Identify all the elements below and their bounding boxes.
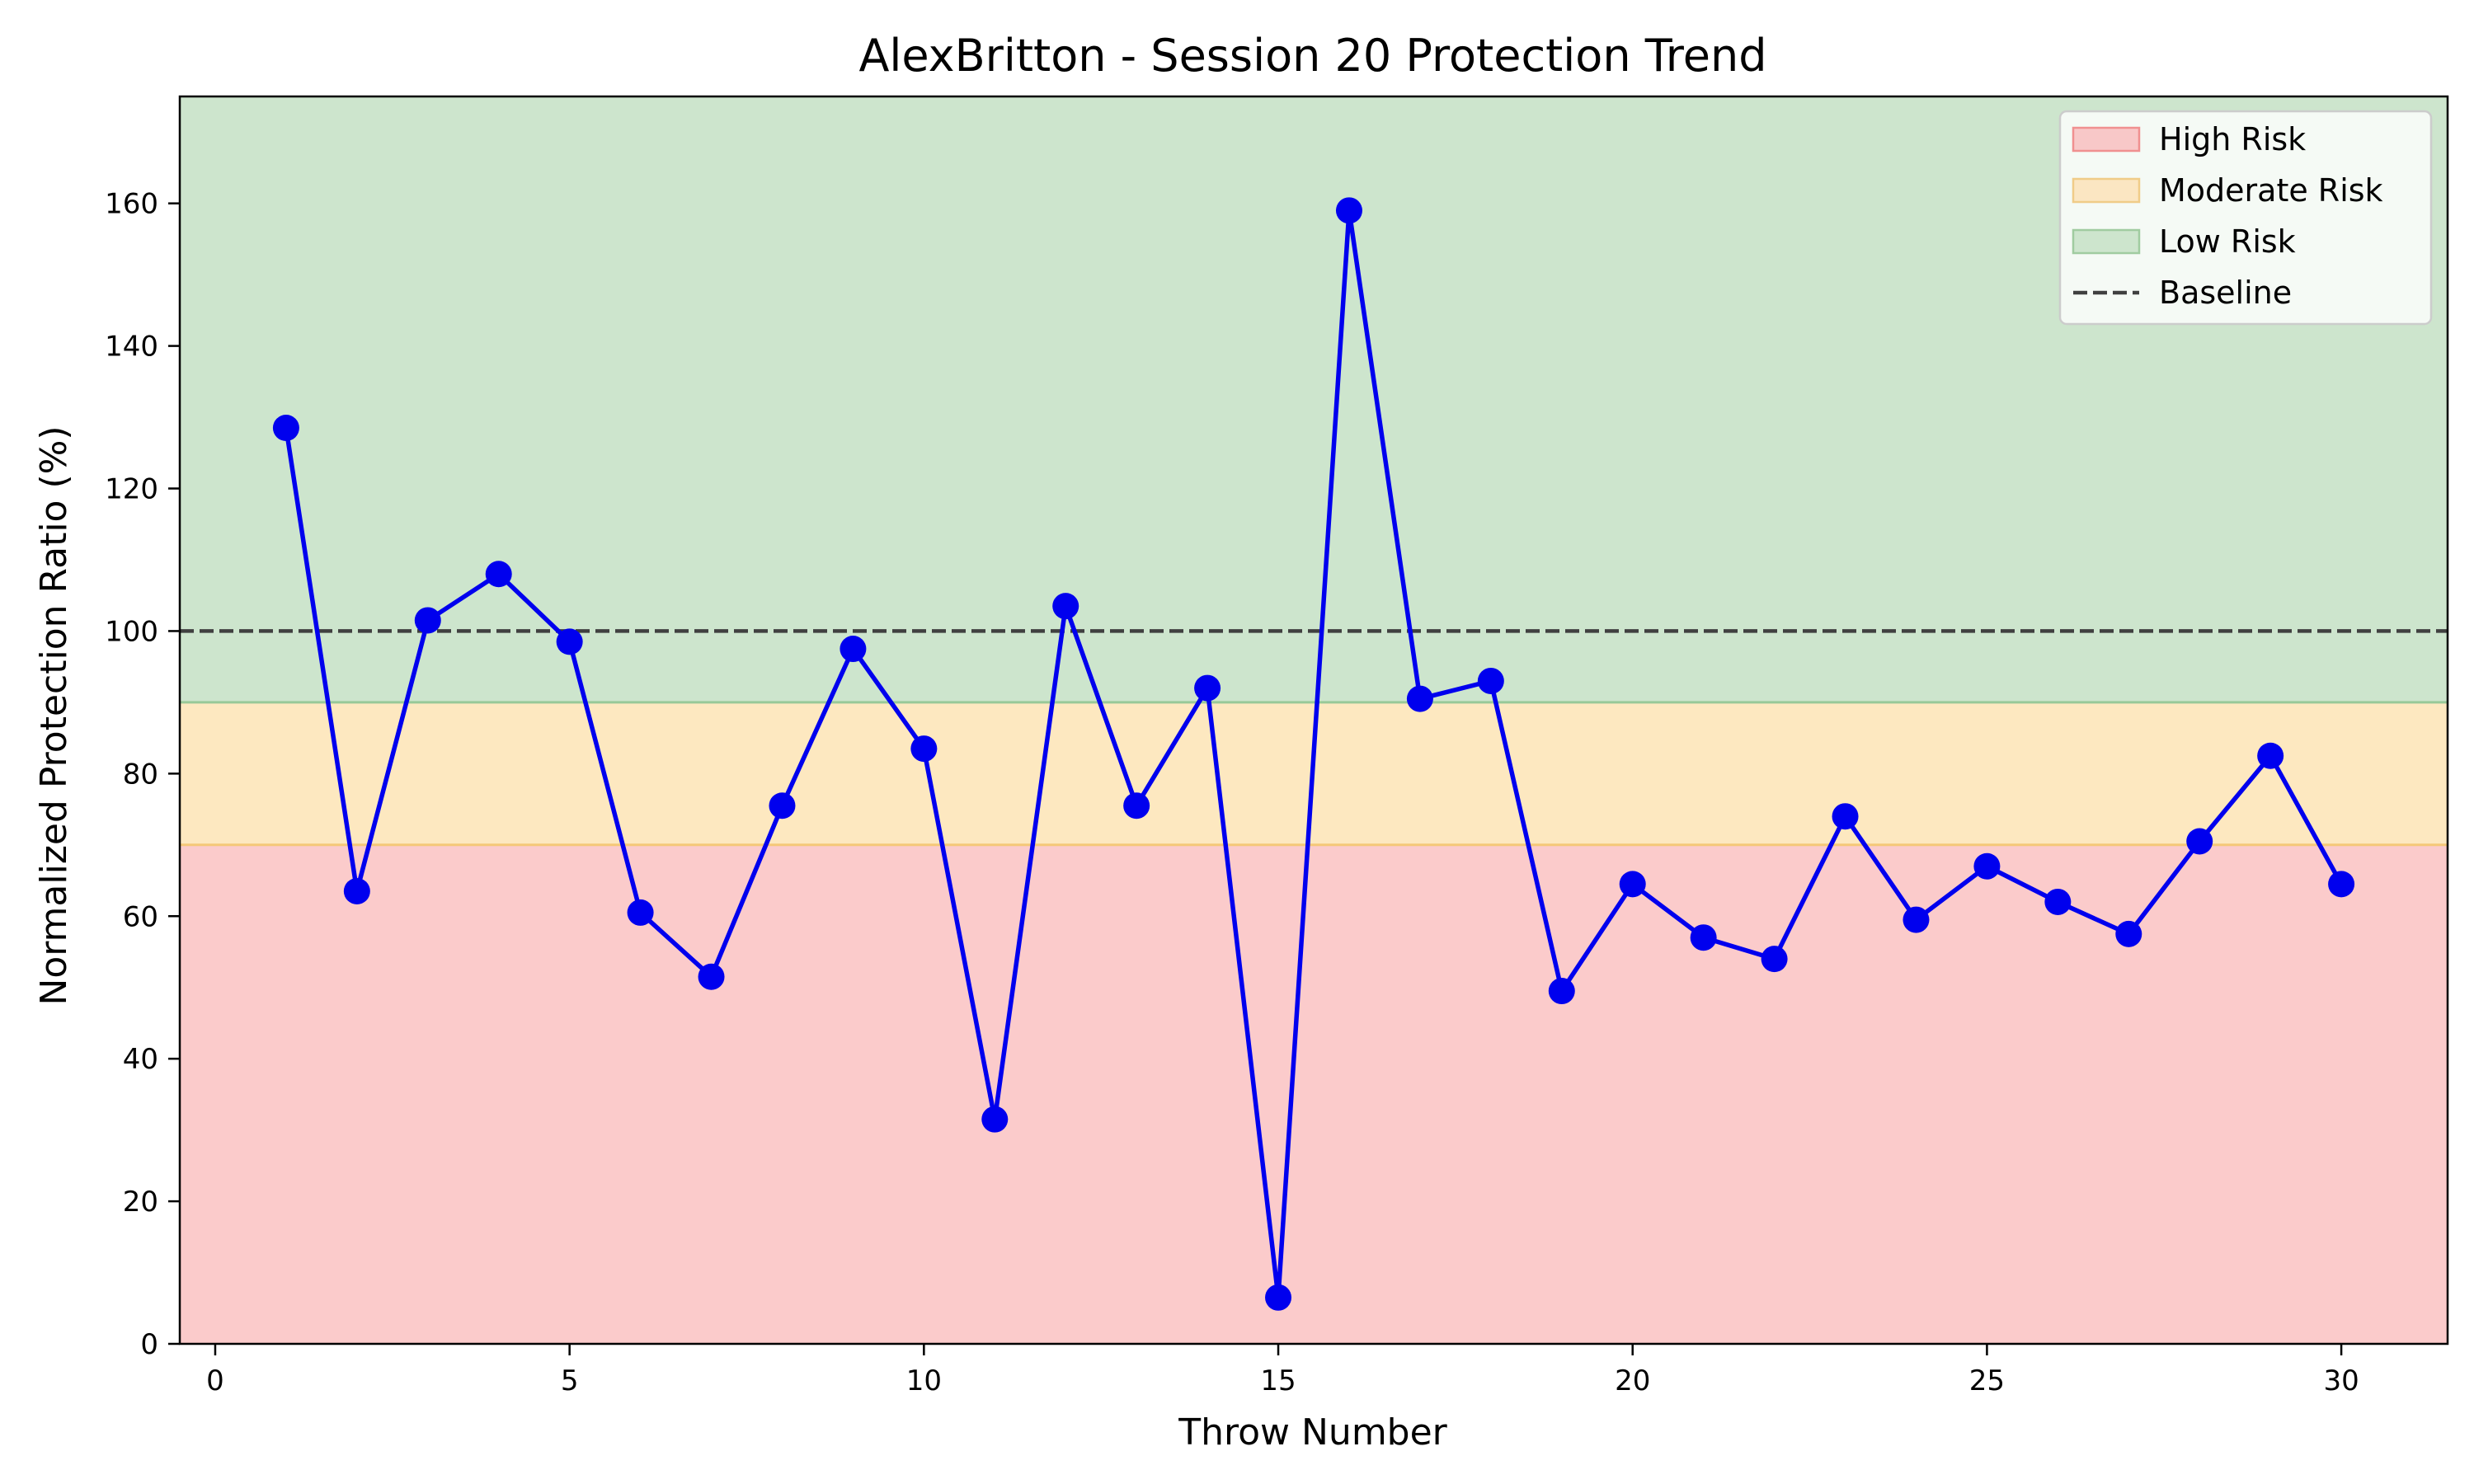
y-tick-label: 0 (140, 1328, 158, 1361)
legend-box (2058, 110, 2433, 326)
data-point (981, 1106, 1009, 1133)
legend-label-moderate-risk: Moderate Risk (2159, 172, 2383, 209)
data-point (1123, 792, 1150, 819)
data-point (1052, 593, 1079, 620)
legend-label-high-risk: High Risk (2159, 121, 2306, 157)
x-axis-label: Throw Number (1178, 1411, 1447, 1453)
x-tick-label: 5 (561, 1364, 579, 1397)
legend-swatch-high-risk (2072, 126, 2141, 153)
data-point (1832, 803, 1859, 830)
legend: High Risk Moderate Risk Low Risk Baseline (2058, 110, 2433, 326)
data-point (1406, 685, 1433, 712)
data-point (272, 415, 299, 442)
data-point (414, 607, 441, 634)
data-point (1194, 674, 1221, 702)
x-tick-label: 20 (1615, 1364, 1650, 1397)
data-point (556, 628, 583, 655)
data-point (2044, 888, 2072, 915)
y-tick-label: 80 (123, 758, 158, 791)
legend-swatch-moderate-risk (2072, 177, 2141, 204)
x-tick-label: 10 (906, 1364, 942, 1397)
chart-title: AlexBritton - Session 20 Protection Tren… (858, 30, 1766, 82)
data-point (1265, 1284, 1292, 1311)
data-point (698, 963, 725, 990)
data-point (2186, 828, 2213, 855)
data-point (2115, 920, 2142, 947)
axes: 0 5 10 15 20 25 30 0 20 40 60 80 100 120 140 160 (105, 95, 2449, 1397)
legend-label-low-risk: Low Risk (2159, 223, 2296, 260)
data-point (343, 877, 370, 904)
data-point (485, 561, 512, 588)
data-point (1761, 946, 1788, 973)
data-point (1973, 852, 2001, 880)
axes-frame (178, 95, 2449, 1345)
data-point (840, 636, 867, 663)
series-line (284, 208, 2344, 1300)
y-tick-label: 20 (123, 1186, 158, 1219)
y-tick-label: 100 (105, 615, 158, 648)
data-point (627, 899, 654, 926)
data-point (2328, 871, 2355, 898)
data-point (910, 735, 938, 763)
data-point (1619, 871, 1646, 898)
y-tick-label: 160 (105, 188, 158, 221)
plot-area (180, 96, 2448, 1344)
data-point (769, 792, 796, 819)
x-tick-label: 0 (206, 1364, 224, 1397)
y-tick-label: 120 (105, 473, 158, 506)
data-point (1548, 978, 1575, 1005)
legend-label-baseline: Baseline (2159, 275, 2292, 311)
data-point (1477, 667, 1504, 694)
data-point (1335, 197, 1362, 224)
y-tick-label: 60 (123, 900, 158, 933)
data-point (1690, 924, 1717, 951)
y-axis-label: Normalized Protection Ratio (%) (33, 425, 75, 1005)
x-tick-label: 15 (1260, 1364, 1296, 1397)
data-point (2257, 742, 2284, 769)
legend-swatch-low-risk (2072, 228, 2141, 255)
y-tick-label: 40 (123, 1043, 158, 1076)
x-tick-label: 30 (2323, 1364, 2359, 1397)
band-high-risk (180, 844, 2448, 1344)
data-point (1903, 906, 1930, 933)
x-tick-label: 25 (1969, 1364, 2005, 1397)
y-tick-label: 140 (105, 331, 158, 364)
